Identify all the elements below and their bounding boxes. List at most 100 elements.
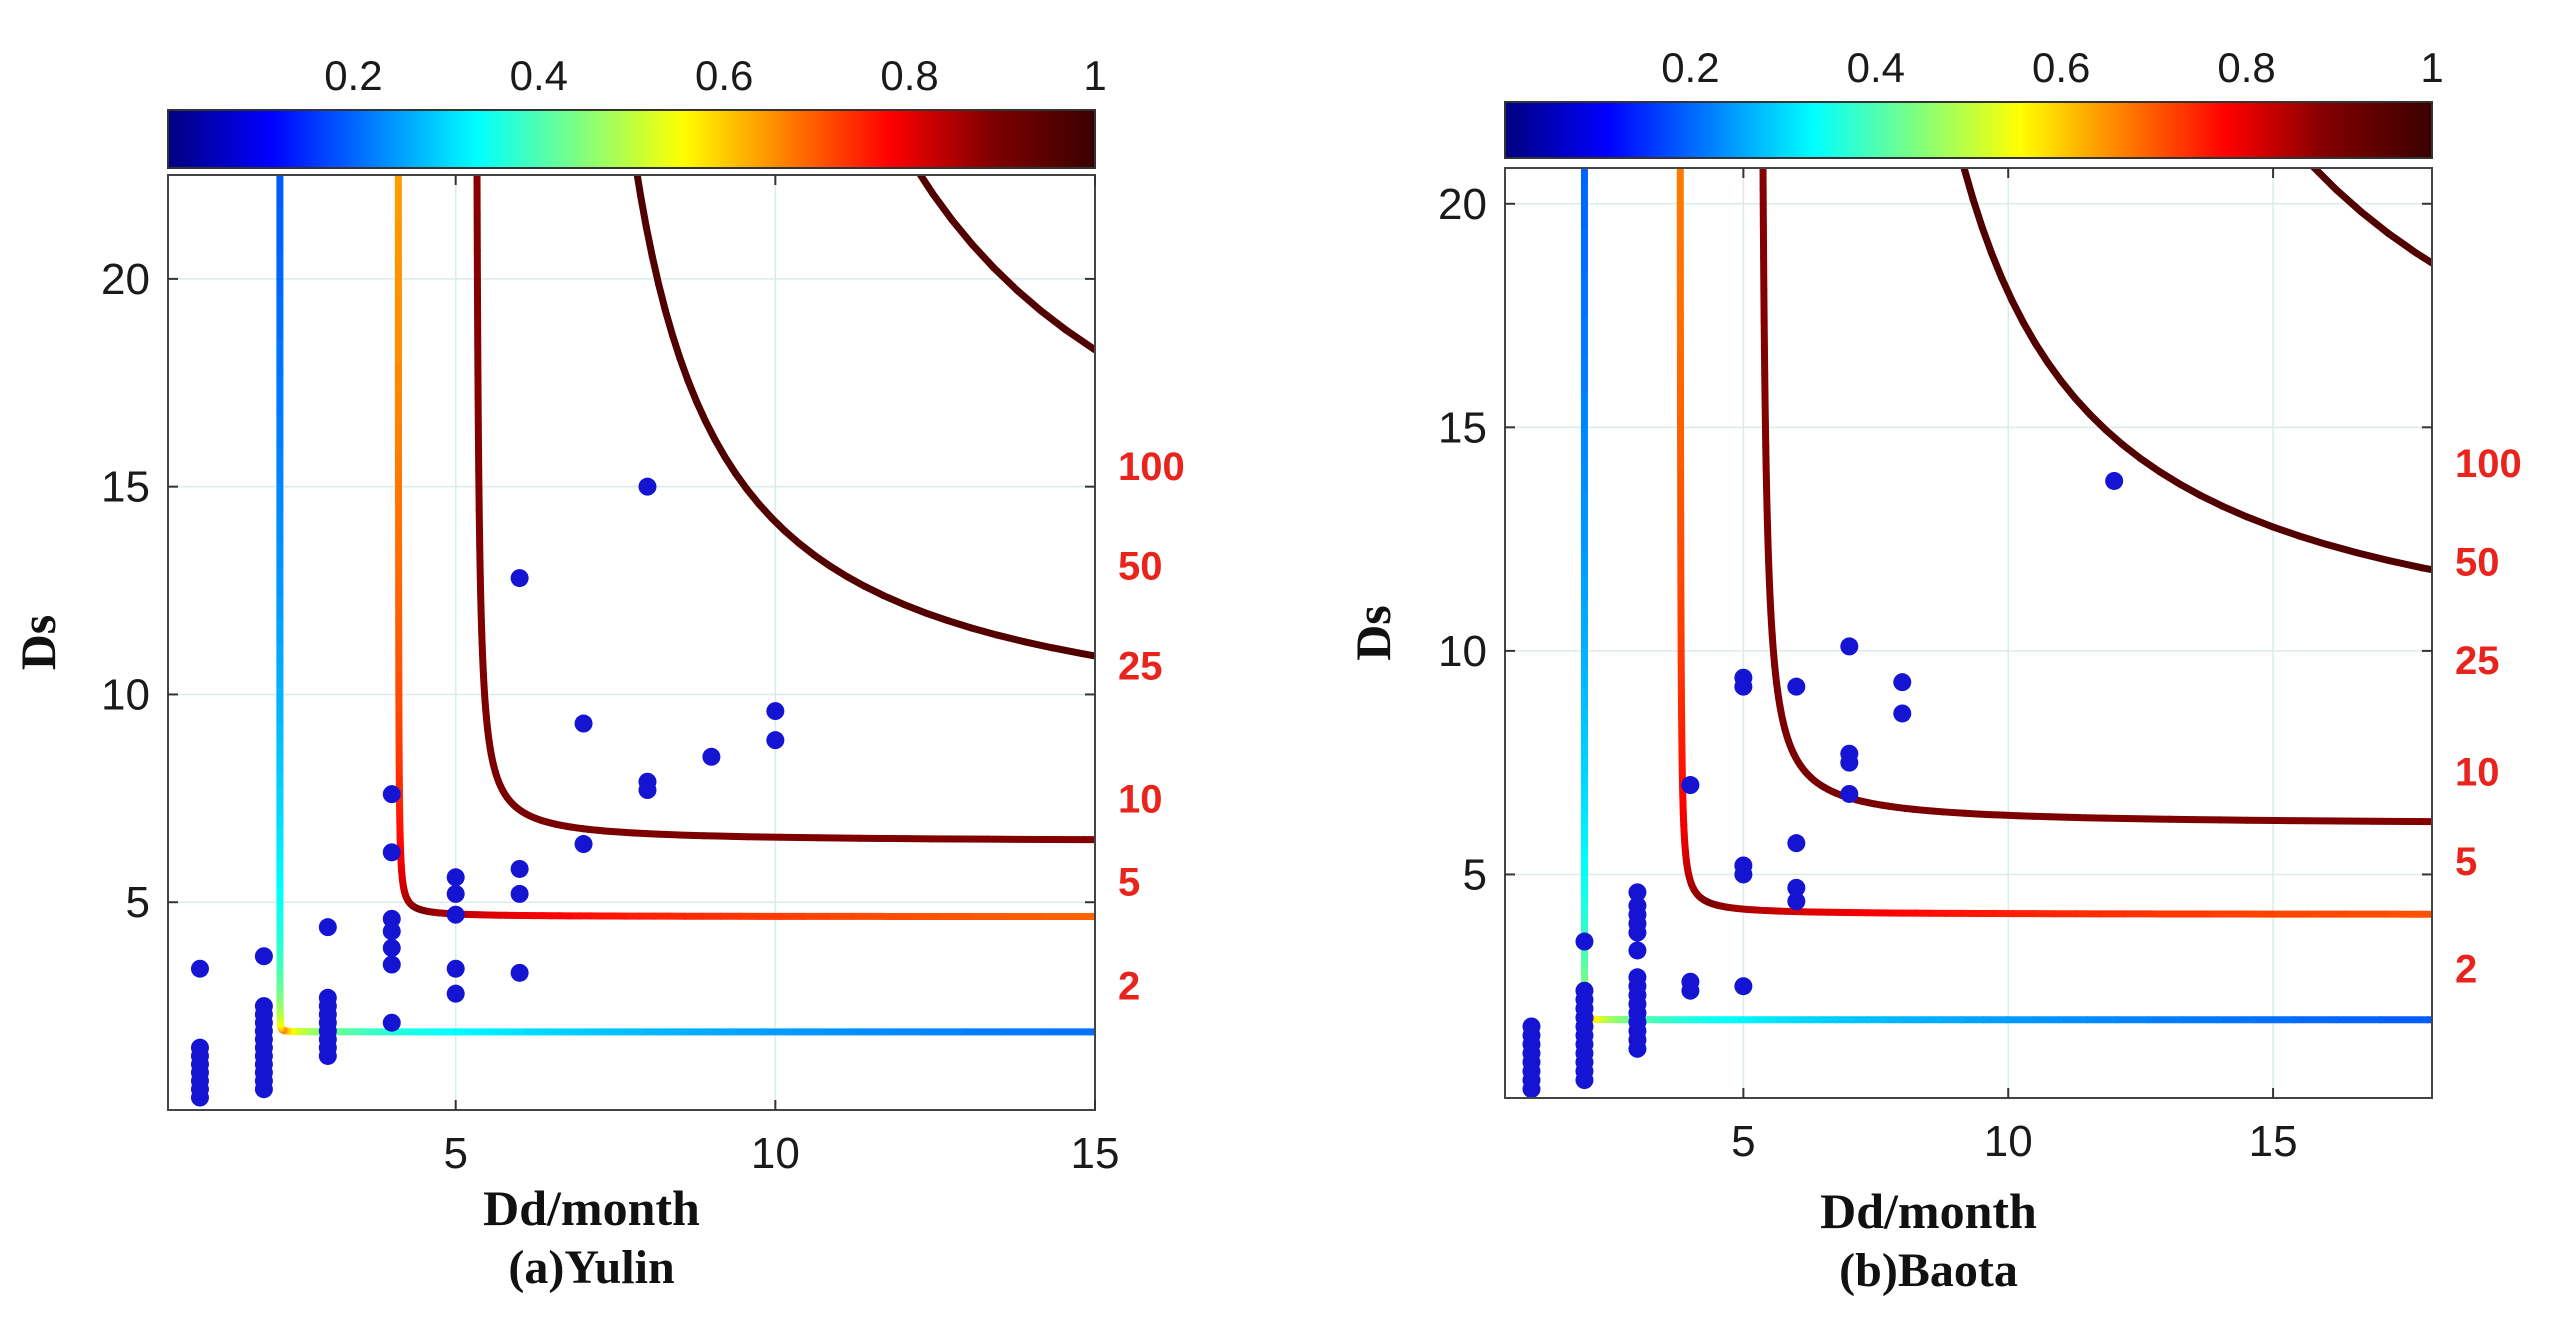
data-point: [382, 1013, 401, 1032]
observed-points: [1522, 471, 2124, 1098]
data-point: [382, 922, 401, 941]
return-period-label: 10: [1118, 777, 1163, 821]
return-period-curve-100: [725, 0, 2563, 578]
return-period-curves: [276, 0, 2563, 1036]
x-axis-ticks: 5 10 15: [443, 175, 1119, 1178]
colorbar-tick-label: 0.2: [324, 52, 382, 99]
y-axis-label: Ds: [1345, 605, 1401, 661]
data-point: [318, 918, 337, 937]
y-tick-label: 10: [101, 670, 150, 719]
return-period-label: 10: [2455, 751, 2500, 795]
y-tick-label: 15: [1438, 403, 1487, 452]
data-point: [1893, 673, 1912, 692]
return-period-label: 25: [1118, 644, 1163, 688]
colorbar-tick-label: 0.6: [2032, 44, 2090, 91]
data-point: [1681, 972, 1700, 991]
panel-caption: (b)Baota: [1839, 1244, 2018, 1297]
data-point: [702, 747, 721, 766]
return-period-label: 2: [1118, 964, 1140, 1008]
colorbar-tick-label: 0.6: [695, 52, 753, 99]
data-point: [1840, 744, 1859, 763]
observed-points: [190, 477, 785, 1107]
plot-frame: [167, 174, 1096, 1111]
data-point: [190, 1038, 209, 1057]
data-point: [1575, 981, 1594, 1000]
data-point: [1575, 932, 1594, 951]
colorbar-tick-label: 0.8: [2217, 44, 2275, 91]
colorbar-tick-label: 0.8: [880, 52, 938, 99]
data-point: [446, 959, 465, 978]
data-point: [1787, 677, 1806, 696]
data-point: [446, 984, 465, 1003]
return-period-curves: [1580, 0, 2563, 1024]
data-point: [510, 884, 529, 903]
x-tick-label: 15: [1071, 1129, 1120, 1178]
gridlines: [1505, 168, 2432, 1098]
data-point: [382, 938, 401, 957]
x-tick-label: 5: [443, 1129, 467, 1178]
data-point: [1681, 776, 1700, 795]
return-period-curve-10: [473, 175, 1095, 844]
return-period-label: 25: [2455, 639, 2500, 683]
data-point: [1787, 834, 1806, 853]
data-point: [382, 909, 401, 928]
x-axis-label: Dd/month: [1820, 1183, 2037, 1239]
return-period-curve-25: [1960, 168, 2432, 574]
data-point: [1734, 856, 1753, 875]
data-point: [1840, 637, 1859, 656]
return-period-label: 100: [1118, 445, 1185, 489]
return-period-label: 50: [1118, 545, 1163, 589]
y-axis-ticks: 5 10 15 20: [101, 255, 1095, 927]
return-period-curve-25: [633, 175, 1095, 660]
return-period-label: 50: [2455, 540, 2500, 584]
colorbar-tick-label: 0.2: [1661, 44, 1719, 91]
data-point: [254, 947, 273, 966]
data-point: [1628, 896, 1647, 915]
x-tick-label: 10: [751, 1129, 800, 1178]
return-period-curve-100: [2025, 0, 2563, 458]
return-period-curve-50: [916, 175, 1095, 354]
x-tick-label: 10: [1984, 1117, 2033, 1166]
data-point: [1893, 704, 1912, 723]
data-point: [1787, 892, 1806, 911]
return-period-curve-2: [276, 175, 1095, 1036]
data-point: [446, 905, 465, 924]
x-tick-label: 15: [2249, 1117, 2298, 1166]
data-point: [1522, 1017, 1541, 1036]
y-tick-label: 5: [1463, 850, 1487, 899]
data-point: [574, 835, 593, 854]
return-period-label: 5: [2455, 840, 2477, 884]
y-tick-label: 5: [126, 878, 150, 927]
colorbar: [167, 109, 1096, 169]
data-point: [254, 997, 273, 1016]
data-point: [638, 477, 657, 496]
data-point: [766, 731, 785, 750]
return-period-curve-50: [2309, 168, 2432, 268]
return-period-curve-5: [1676, 168, 2432, 918]
data-point: [1734, 668, 1753, 687]
x-axis-label: Dd/month: [483, 1180, 700, 1236]
panel-caption: (a)Yulin: [508, 1241, 674, 1294]
data-point: [446, 868, 465, 887]
plot-frame: [1504, 167, 2433, 1099]
data-point: [382, 785, 401, 804]
data-point: [574, 714, 593, 733]
y-tick-label: 20: [1438, 180, 1487, 229]
return-period-labels: 100 50 25 10 5 2: [1118, 445, 1185, 1008]
data-point: [510, 859, 529, 878]
data-point: [1787, 878, 1806, 897]
data-point: [1628, 941, 1647, 960]
y-tick-label: 20: [101, 255, 150, 304]
colorbar-tick-label: 1: [1083, 52, 1106, 99]
data-point: [638, 772, 657, 791]
colorbar-tick-labels: 0.2 0.4 0.6 0.8 1: [1661, 44, 2444, 112]
return-period-label: 5: [1118, 860, 1140, 904]
data-point: [510, 963, 529, 982]
data-point: [2105, 471, 2124, 490]
data-point: [1840, 784, 1859, 803]
y-axis-ticks: 5 10 15 20: [1438, 180, 2432, 899]
data-point: [510, 569, 529, 588]
